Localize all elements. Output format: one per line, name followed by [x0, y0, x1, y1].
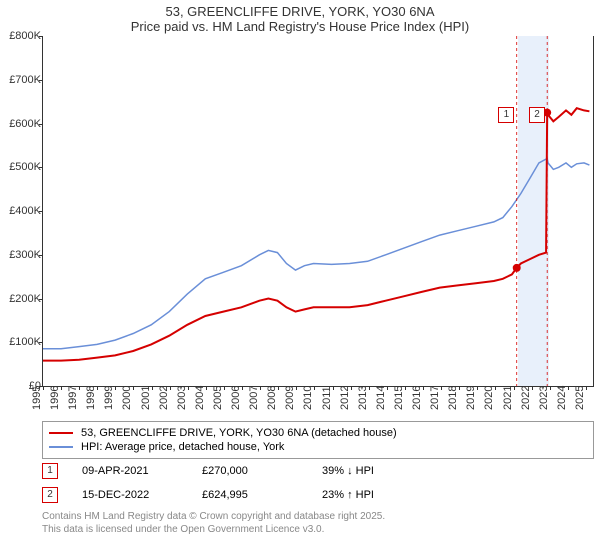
- x-tick-mark: [586, 386, 587, 390]
- x-tick-label: 2012: [339, 386, 351, 410]
- x-tick-label: 2016: [411, 386, 423, 410]
- x-tick-mark: [314, 386, 315, 390]
- footer-line-1: Contains HM Land Registry data © Crown c…: [42, 511, 600, 524]
- y-tick-label: £500K: [3, 161, 41, 173]
- chart-subtitle: Price paid vs. HM Land Registry's House …: [0, 19, 600, 34]
- y-tick-label: £600K: [3, 118, 41, 130]
- x-tick-label: 2018: [447, 386, 459, 410]
- x-tick-label: 2005: [212, 386, 224, 410]
- x-tick-label: 2015: [393, 386, 405, 410]
- x-tick-mark: [278, 386, 279, 390]
- x-tick-mark: [79, 386, 80, 390]
- x-tick-label: 2004: [194, 386, 206, 410]
- x-tick-label: 1996: [49, 386, 61, 410]
- sale-marker: 1: [42, 463, 58, 479]
- x-tick-label: 2003: [176, 386, 188, 410]
- x-tick-label: 2009: [284, 386, 296, 410]
- x-tick-label: 1995: [31, 386, 43, 410]
- legend-item: HPI: Average price, detached house, York: [49, 440, 587, 454]
- y-tick-label: £200K: [3, 293, 41, 305]
- marker-label: 2: [529, 107, 545, 123]
- x-tick-mark: [387, 386, 388, 390]
- chart-plot-area: £0£100K£200K£300K£400K£500K£600K£700K£80…: [42, 36, 594, 387]
- legend: 53, GREENCLIFFE DRIVE, YORK, YO30 6NA (d…: [42, 421, 594, 459]
- x-tick-mark: [97, 386, 98, 390]
- x-tick-label: 2024: [556, 386, 568, 410]
- x-tick-mark: [115, 386, 116, 390]
- sale-price: £270,000: [202, 465, 322, 477]
- x-tick-mark: [43, 386, 44, 390]
- sale-row: 1 09-APR-2021£270,00039% ↓ HPI: [0, 459, 600, 483]
- marker-label: 1: [498, 107, 514, 123]
- x-tick-mark: [459, 386, 460, 390]
- sale-date: 15-DEC-2022: [82, 489, 202, 501]
- x-tick-mark: [206, 386, 207, 390]
- x-tick-label: 1997: [67, 386, 79, 410]
- chart-root: 53, GREENCLIFFE DRIVE, YORK, YO30 6NA Pr…: [0, 0, 600, 560]
- sale-price: £624,995: [202, 489, 322, 501]
- legend-swatch: [49, 446, 73, 448]
- sale-delta: 23% ↑ HPI: [322, 489, 442, 501]
- legend-label: HPI: Average price, detached house, York: [81, 441, 284, 453]
- x-tick-label: 2013: [357, 386, 369, 410]
- title-block: 53, GREENCLIFFE DRIVE, YORK, YO30 6NA Pr…: [0, 0, 600, 36]
- x-tick-label: 2001: [140, 386, 152, 410]
- y-tick-label: £300K: [3, 249, 41, 261]
- x-tick-mark: [477, 386, 478, 390]
- footer-line-2: This data is licensed under the Open Gov…: [42, 524, 600, 537]
- x-tick-mark: [260, 386, 261, 390]
- x-tick-mark: [133, 386, 134, 390]
- sales-block: 1 09-APR-2021£270,00039% ↓ HPI 2 15-DEC-202…: [0, 459, 600, 507]
- marker-dot: [513, 264, 521, 272]
- x-tick-label: 2025: [574, 386, 586, 410]
- x-tick-mark: [423, 386, 424, 390]
- sale-row: 2 15-DEC-2022£624,99523% ↑ HPI: [0, 483, 600, 507]
- x-tick-label: 2014: [375, 386, 387, 410]
- series-property: [43, 108, 589, 360]
- series-hpi: [43, 159, 589, 349]
- y-tick-label: £800K: [3, 30, 41, 42]
- sale-marker: 2: [42, 487, 58, 503]
- x-tick-label: 1999: [103, 386, 115, 410]
- sale-date: 09-APR-2021: [82, 465, 202, 477]
- x-tick-label: 2022: [520, 386, 532, 410]
- x-tick-label: 2010: [302, 386, 314, 410]
- x-tick-mark: [242, 386, 243, 390]
- x-tick-label: 2007: [248, 386, 260, 410]
- x-tick-mark: [405, 386, 406, 390]
- x-tick-mark: [296, 386, 297, 390]
- x-tick-label: 2002: [158, 386, 170, 410]
- x-tick-label: 2000: [121, 386, 133, 410]
- sale-delta: 39% ↓ HPI: [322, 465, 442, 477]
- x-tick-mark: [61, 386, 62, 390]
- chart-title: 53, GREENCLIFFE DRIVE, YORK, YO30 6NA: [0, 4, 600, 19]
- x-tick-label: 2008: [266, 386, 278, 410]
- line-layer: [43, 36, 593, 386]
- legend-swatch: [49, 432, 73, 434]
- x-tick-mark: [441, 386, 442, 390]
- x-tick-label: 1998: [85, 386, 97, 410]
- x-tick-label: 2011: [321, 386, 333, 410]
- x-tick-label: 2006: [230, 386, 242, 410]
- x-tick-label: 2020: [483, 386, 495, 410]
- footer: Contains HM Land Registry data © Crown c…: [0, 507, 600, 536]
- y-tick-label: £700K: [3, 74, 41, 86]
- x-tick-label: 2021: [502, 386, 514, 410]
- x-tick-mark: [224, 386, 225, 390]
- x-tick-label: 2019: [465, 386, 477, 410]
- x-tick-mark: [495, 386, 496, 390]
- y-tick-label: £400K: [3, 205, 41, 217]
- y-tick-label: £100K: [3, 336, 41, 348]
- legend-item: 53, GREENCLIFFE DRIVE, YORK, YO30 6NA (d…: [49, 426, 587, 440]
- x-tick-label: 2023: [538, 386, 550, 410]
- legend-label: 53, GREENCLIFFE DRIVE, YORK, YO30 6NA (d…: [81, 427, 397, 439]
- x-tick-label: 2017: [429, 386, 441, 410]
